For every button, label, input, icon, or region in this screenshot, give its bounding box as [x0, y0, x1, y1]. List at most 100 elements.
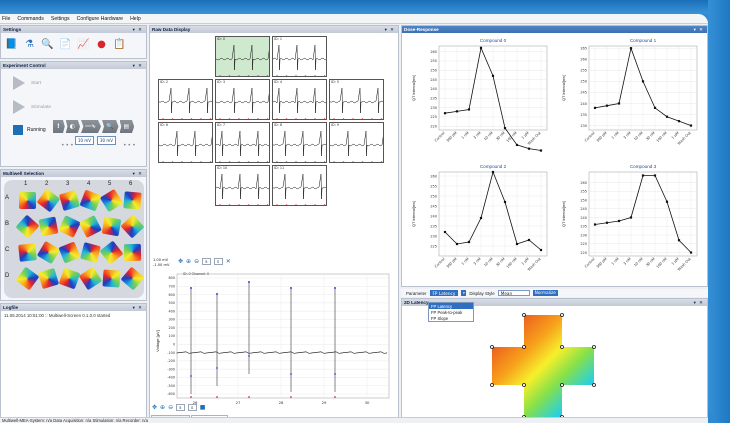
experiment-panel-controls[interactable]: ▾ ✕ — [132, 63, 143, 68]
well-D4[interactable] — [78, 266, 103, 291]
well-B6[interactable] — [120, 214, 145, 239]
well-C6[interactable] — [123, 243, 142, 262]
electrode-cell-11[interactable]: ID: 11 — [272, 165, 327, 206]
parameter-label: Parameter — [406, 290, 427, 296]
running-row[interactable]: Running — [13, 125, 46, 135]
pipeline-value-a[interactable]: 10 mV — [75, 136, 94, 145]
avg-zoom-value-field[interactable]: 5 — [176, 404, 185, 411]
electrode-cell-6[interactable]: ID: 6 — [158, 122, 213, 163]
well-C5[interactable] — [99, 240, 124, 265]
well-A3[interactable] — [58, 189, 81, 212]
pipeline-step-search[interactable]: 🔍 — [102, 120, 119, 133]
pipeline-value-b[interactable]: 30 mV — [97, 136, 116, 145]
pipeline-step-spike[interactable]: ⋯∿ — [81, 120, 102, 133]
electrode-cell-5[interactable]: ID: 5 — [329, 79, 384, 120]
zoom-stepper[interactable]: ⇕ — [213, 258, 223, 265]
well-B5[interactable] — [101, 216, 122, 237]
parameter-option-peak[interactable]: FP Peak-to-peak — [431, 309, 463, 315]
menu-file[interactable]: File — [2, 15, 11, 22]
close-view-icon[interactable]: ✕ — [225, 258, 231, 265]
stop-square-icon[interactable] — [13, 125, 23, 135]
document-icon[interactable]: 📄 — [59, 38, 72, 50]
well-D2[interactable] — [37, 267, 60, 290]
electrode-cell-9[interactable]: ID: 9 — [329, 122, 384, 163]
display-style-select[interactable]: Mean — [497, 290, 530, 296]
electrode-cell-4[interactable]: ID: 4 — [272, 79, 327, 120]
dose-x-tick: 30 nM — [645, 131, 655, 141]
book-icon[interactable]: 📘 — [5, 38, 18, 50]
settings-panel-controls[interactable]: ▾ ✕ — [132, 27, 143, 32]
well-B4[interactable] — [79, 215, 102, 238]
clipboard-icon[interactable]: 📋 — [113, 38, 126, 50]
electrode-cell-8[interactable]: ID: 8 — [272, 122, 327, 163]
avg-zoom-stepper[interactable]: ⇕ — [187, 404, 197, 411]
well-D3[interactable] — [58, 267, 81, 290]
electrode-cell-10[interactable]: ID: 10 — [215, 165, 270, 206]
menu-settings[interactable]: Settings — [50, 15, 70, 22]
spike-marker — [257, 75, 259, 76]
electrode-cell-7[interactable]: ID: 7 — [215, 122, 270, 163]
stimulate-row[interactable]: Stimulate — [13, 100, 51, 114]
parameter-option-latency[interactable]: FP Latency — [429, 303, 473, 309]
well-B2[interactable] — [38, 216, 59, 237]
record-icon[interactable]: ● — [97, 38, 106, 50]
pipeline-value-buttons: 10 mV 30 mV — [75, 136, 116, 145]
menu-help[interactable]: Help — [130, 15, 141, 22]
multiwell-panel-controls[interactable]: ▾ ✕ — [132, 171, 143, 176]
pipeline-step-alert[interactable]: ! — [53, 120, 65, 133]
search-settings-icon[interactable]: 🔍 — [41, 38, 54, 50]
avg-stop-icon[interactable]: ■ — [199, 404, 206, 411]
stimulate-play-icon[interactable] — [13, 100, 25, 114]
zoom-value-field[interactable]: 5 — [202, 258, 211, 265]
well-A5[interactable] — [99, 188, 124, 213]
zoom-out-icon[interactable]: ⊖ — [194, 258, 200, 265]
dose-data-point — [539, 248, 543, 252]
graph-icon[interactable]: 📈 — [77, 38, 90, 50]
avg-zoom-in-icon[interactable]: ⊕ — [160, 404, 166, 411]
spike-marker — [304, 75, 307, 76]
well-A2[interactable] — [36, 188, 61, 213]
pipeline-step-record[interactable]: ▤ — [119, 120, 135, 133]
well-C3[interactable] — [58, 241, 81, 264]
electrode-cell-0[interactable]: ID: 0 — [215, 36, 270, 77]
parameter-select[interactable]: FP Latency — [429, 290, 459, 296]
well-D5[interactable] — [102, 269, 121, 288]
parameter-dropdown-icon[interactable]: ▾ — [461, 290, 467, 296]
latency-panel-controls[interactable]: ▾ ✕ — [693, 300, 704, 305]
well-A1[interactable] — [19, 192, 36, 209]
avg-trough-marker — [190, 396, 192, 398]
electrode-cell-3[interactable]: ID: 3 — [215, 79, 270, 120]
normalize-button[interactable]: Normalize — [532, 290, 558, 296]
well-C2[interactable] — [36, 240, 61, 265]
pan-icon[interactable]: ✥ — [178, 258, 184, 265]
well-A6[interactable] — [123, 191, 142, 210]
well-D6[interactable] — [120, 266, 145, 291]
start-play-icon[interactable] — [13, 76, 25, 90]
well-B3[interactable] — [58, 215, 81, 238]
dose-data-point — [665, 115, 669, 118]
parameter-option-slope[interactable]: FP Slope — [431, 315, 449, 321]
flask-icon[interactable]: ⚗ — [25, 38, 34, 50]
raw-panel-controls[interactable]: ▾ ✕ — [384, 27, 395, 32]
well-D1[interactable] — [15, 266, 40, 291]
well-C4[interactable] — [80, 242, 101, 263]
start-row[interactable]: Start — [13, 76, 41, 90]
pipeline-step-filter[interactable]: ◐ — [65, 120, 80, 133]
well-C1[interactable] — [18, 243, 37, 262]
spike-marker — [295, 204, 297, 205]
electrode-cell-2[interactable]: ID: 2 — [158, 79, 213, 120]
menu-commands[interactable]: Commands — [17, 15, 44, 22]
menu-configure-hardware[interactable]: Configure Hardware — [76, 15, 124, 22]
avg-zoom-out-icon[interactable]: ⊖ — [168, 404, 174, 411]
column-header-2: 2 — [45, 181, 49, 187]
spike-marker — [342, 161, 345, 162]
dose-y-tick: 240 — [430, 87, 437, 91]
avg-mid-marker — [248, 355, 250, 357]
avg-pan-icon[interactable]: ✥ — [152, 404, 158, 411]
well-A4[interactable] — [79, 189, 102, 212]
well-B1[interactable] — [15, 214, 40, 239]
electrode-cell-1[interactable]: ID: 1 — [272, 36, 327, 77]
dose-panel-controls[interactable]: ▾ ✕ — [693, 27, 704, 32]
logfile-panel-controls[interactable]: ▾ ✕ — [132, 305, 143, 310]
zoom-in-icon[interactable]: ⊕ — [186, 258, 192, 265]
